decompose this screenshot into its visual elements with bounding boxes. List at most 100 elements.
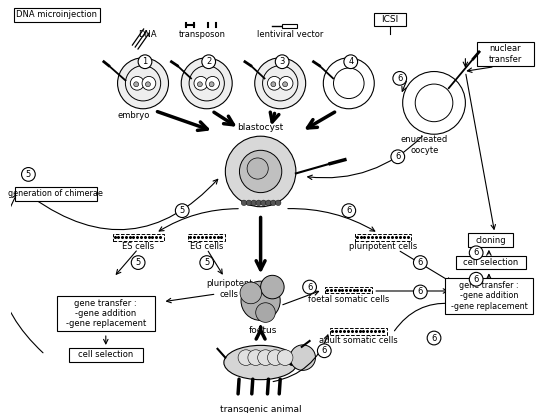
Text: 3: 3 [279, 57, 285, 66]
Circle shape [142, 76, 156, 90]
Text: 6: 6 [397, 74, 402, 83]
FancyBboxPatch shape [354, 234, 411, 240]
FancyBboxPatch shape [455, 256, 526, 269]
Text: cell selection: cell selection [463, 258, 519, 267]
FancyArrowPatch shape [487, 274, 491, 281]
FancyArrowPatch shape [256, 328, 265, 339]
Text: 5: 5 [204, 258, 209, 267]
Circle shape [198, 82, 202, 87]
Text: DNA: DNA [139, 30, 157, 39]
Circle shape [146, 82, 150, 87]
Circle shape [226, 136, 296, 207]
Circle shape [271, 200, 276, 206]
Circle shape [267, 350, 283, 366]
Circle shape [282, 82, 287, 87]
FancyArrowPatch shape [208, 251, 222, 274]
Circle shape [251, 200, 257, 206]
FancyArrowPatch shape [308, 136, 422, 180]
Text: enucleated
oocyte: enucleated oocyte [401, 135, 448, 155]
FancyArrowPatch shape [395, 301, 451, 331]
Text: EG cells: EG cells [190, 242, 223, 252]
Text: 6: 6 [418, 287, 423, 297]
Text: nuclear
transfer: nuclear transfer [489, 44, 523, 64]
FancyArrowPatch shape [402, 81, 407, 91]
Text: 6: 6 [418, 258, 423, 267]
Circle shape [277, 350, 293, 366]
FancyBboxPatch shape [69, 348, 143, 361]
Text: 6: 6 [474, 275, 479, 284]
FancyBboxPatch shape [374, 13, 405, 26]
Text: transposon: transposon [178, 30, 226, 39]
FancyBboxPatch shape [445, 278, 533, 313]
Circle shape [182, 58, 232, 109]
FancyArrowPatch shape [159, 209, 238, 231]
Text: 6: 6 [395, 152, 401, 161]
FancyBboxPatch shape [113, 234, 164, 240]
Text: 5: 5 [135, 258, 141, 267]
Text: 5: 5 [179, 206, 185, 215]
FancyBboxPatch shape [14, 187, 97, 201]
FancyArrowPatch shape [487, 251, 491, 255]
Circle shape [342, 204, 355, 218]
Text: 5: 5 [26, 170, 31, 179]
Text: DNA microinjection: DNA microinjection [16, 10, 97, 19]
Text: embryo: embryo [117, 111, 149, 120]
Circle shape [256, 200, 262, 206]
Text: adult somatic cells: adult somatic cells [319, 337, 398, 345]
Text: ES cells: ES cells [122, 242, 154, 252]
Circle shape [246, 200, 252, 206]
Circle shape [279, 76, 293, 90]
Circle shape [258, 350, 273, 366]
Text: gene transfer :
-gene addition
-gene replacement: gene transfer : -gene addition -gene rep… [451, 281, 527, 311]
Circle shape [255, 58, 306, 109]
Text: generation of chimerae: generation of chimerae [9, 190, 103, 199]
FancyArrowPatch shape [308, 112, 335, 128]
FancyArrowPatch shape [256, 217, 265, 270]
Circle shape [21, 168, 35, 181]
Circle shape [317, 344, 331, 358]
FancyArrowPatch shape [463, 59, 468, 66]
FancyArrowPatch shape [467, 67, 492, 72]
Circle shape [134, 82, 139, 87]
Circle shape [176, 204, 189, 218]
Text: pluripotent cells: pluripotent cells [349, 242, 417, 252]
Text: 6: 6 [346, 206, 352, 215]
Text: gene transfer :
-gene addition
-gene replacement: gene transfer : -gene addition -gene rep… [66, 299, 146, 328]
FancyArrowPatch shape [157, 112, 207, 131]
FancyArrowPatch shape [33, 179, 217, 230]
FancyArrowPatch shape [466, 74, 496, 229]
Circle shape [138, 55, 152, 69]
FancyBboxPatch shape [330, 328, 387, 335]
Circle shape [247, 158, 268, 179]
Circle shape [118, 58, 169, 109]
Circle shape [256, 303, 275, 323]
Circle shape [275, 55, 289, 69]
Circle shape [194, 76, 208, 90]
Circle shape [260, 275, 284, 299]
FancyBboxPatch shape [282, 24, 297, 28]
Circle shape [238, 350, 254, 366]
FancyBboxPatch shape [57, 296, 155, 331]
FancyArrowPatch shape [273, 335, 329, 382]
Text: transgenic animal: transgenic animal [220, 405, 301, 413]
Text: cell selection: cell selection [78, 350, 133, 359]
Circle shape [202, 55, 215, 69]
Circle shape [391, 150, 405, 164]
Circle shape [200, 256, 214, 269]
Text: cloning: cloning [476, 235, 506, 244]
Circle shape [290, 345, 315, 370]
FancyArrowPatch shape [0, 195, 43, 353]
Circle shape [240, 282, 262, 304]
Text: blastocyst: blastocyst [237, 123, 284, 132]
Text: 6: 6 [322, 346, 327, 355]
Circle shape [248, 350, 264, 366]
FancyArrowPatch shape [104, 336, 108, 344]
Text: foetus: foetus [249, 326, 277, 335]
Circle shape [403, 71, 466, 134]
Circle shape [131, 256, 145, 269]
Circle shape [393, 71, 407, 85]
Circle shape [469, 246, 483, 260]
Text: 6: 6 [474, 248, 479, 257]
Text: foetal somatic cells: foetal somatic cells [308, 295, 389, 304]
Circle shape [240, 150, 282, 192]
